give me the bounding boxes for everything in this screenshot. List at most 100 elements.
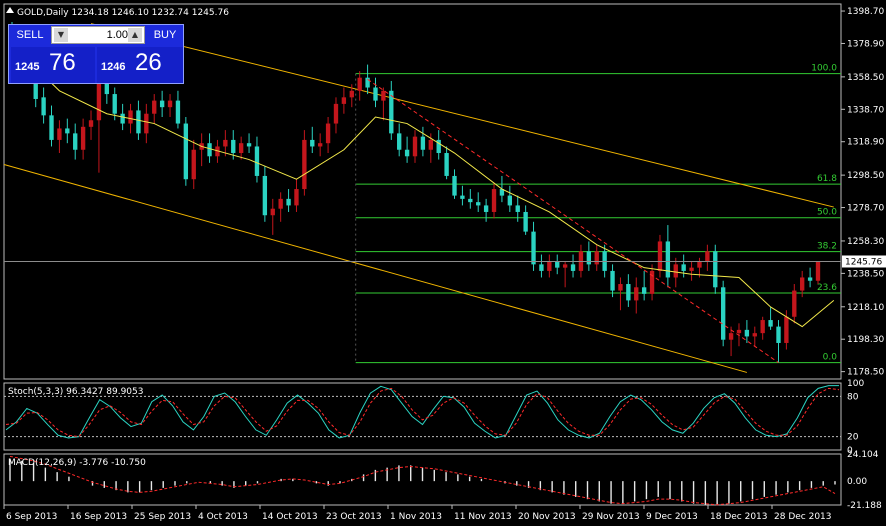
buy-button[interactable]: BUY	[153, 29, 177, 41]
chart-menu-icon	[6, 7, 14, 13]
price-tick-label: 1278.70	[847, 204, 884, 214]
time-tick-label: 25 Sep 2013	[134, 512, 191, 522]
stoch-tick-label: 100	[847, 379, 864, 389]
candle-body	[373, 87, 378, 101]
candle-body	[302, 139, 307, 190]
candle-body	[120, 113, 125, 124]
candle-body	[231, 139, 236, 154]
current-price-label: 1245.76	[845, 257, 882, 267]
candle-body	[167, 100, 173, 108]
price-channel	[3, 23, 834, 373]
candle-body	[539, 264, 544, 271]
price-tick-label: 1298.50	[847, 171, 884, 181]
price-tick-label: 1398.70	[847, 7, 884, 17]
candle-body	[128, 110, 133, 124]
sell-quote[interactable]: 1245 76	[11, 47, 95, 83]
candle-body	[681, 264, 686, 271]
candle-body	[88, 120, 94, 127]
candle-body	[104, 82, 109, 95]
candle-body	[397, 133, 402, 150]
fib-level-label: 61.8	[817, 174, 837, 184]
candle-body	[689, 267, 694, 271]
buy-quote[interactable]: 1246 26	[97, 47, 183, 83]
candle-body	[349, 90, 354, 98]
candle-body	[721, 287, 726, 340]
price-tick-label: 1258.30	[847, 237, 884, 247]
lot-size-control: ▼ ▲	[51, 26, 145, 44]
candle-body	[760, 320, 765, 334]
candle-body	[776, 326, 781, 343]
candle-body	[728, 333, 734, 340]
candle-body	[555, 261, 560, 268]
candle-body	[570, 264, 576, 271]
macd-tick-label: -21.188	[847, 501, 882, 511]
one-click-trading-panel: SELL ▼ ▲ BUY 1245 76 1246 26	[8, 24, 184, 84]
candle-body	[420, 136, 426, 150]
candle-body	[278, 198, 283, 209]
time-tick-label: 20 Nov 2013	[518, 512, 576, 522]
macd-panel: 24.104 0.00 -21.188	[9, 450, 882, 511]
macd-label: MACD(12,26,9) -3.776 -10.750	[8, 458, 146, 468]
stoch-tick-label: 80	[847, 392, 859, 402]
candle-body	[183, 123, 189, 180]
candle-body	[673, 264, 678, 278]
buy-quote-prefix: 1246	[101, 61, 126, 73]
time-tick-label: 4 Oct 2013	[198, 512, 248, 522]
panel-border-2	[3, 453, 842, 506]
lot-size-input[interactable]	[70, 27, 130, 43]
candle-body	[57, 128, 62, 140]
candle-body	[286, 198, 291, 206]
candle-body	[152, 100, 157, 114]
time-tick-label: 9 Dec 2013	[646, 512, 698, 522]
candle-body	[246, 143, 252, 147]
candle-body	[657, 241, 663, 271]
channel-lower-line	[3, 163, 748, 373]
buy-quote-pips: 26	[135, 49, 162, 76]
time-tick-label: 14 Oct 2013	[262, 512, 318, 522]
candle-body	[191, 149, 196, 180]
candle-body	[80, 126, 86, 150]
candle-body	[333, 103, 339, 124]
time-tick-label: 23 Oct 2013	[326, 512, 382, 522]
candle-body	[736, 329, 742, 334]
panel-border-0	[3, 3, 842, 380]
candle-body	[468, 198, 473, 203]
trendline	[367, 78, 779, 364]
candle-body	[215, 146, 220, 157]
candle-body	[610, 270, 615, 291]
decrease-lot-icon[interactable]: ▼	[54, 28, 68, 42]
candle-body	[531, 231, 536, 265]
candle-body	[547, 261, 552, 271]
sell-button[interactable]: SELL	[16, 29, 44, 41]
stoch-tick-label: 20	[847, 433, 859, 443]
candle-body	[238, 143, 244, 154]
price-tick-label: 1238.50	[847, 269, 884, 279]
time-tick-label: 16 Sep 2013	[70, 512, 127, 522]
time-tick-label: 28 Dec 2013	[774, 512, 832, 522]
candle-body	[594, 251, 599, 265]
current-price-box	[842, 255, 886, 268]
candle-body	[175, 100, 181, 124]
time-tick-label: 29 Nov 2013	[582, 512, 640, 522]
candle-body	[112, 94, 117, 114]
candle-body	[562, 264, 568, 268]
stochastic-label: Stoch(5,3,3) 96.3427 89.9053	[8, 387, 143, 397]
candle-body	[515, 205, 520, 212]
channel-upper-line	[90, 23, 834, 208]
candle-body	[436, 139, 441, 154]
candle-body	[444, 153, 449, 176]
price-tick-label: 1318.90	[847, 138, 884, 148]
candlesticks	[9, 22, 821, 363]
candle-body	[389, 90, 394, 134]
increase-lot-icon[interactable]: ▲	[128, 28, 142, 42]
candle-body	[159, 100, 165, 108]
stochastic-panel: 100 80 20 0	[4, 379, 864, 456]
candle-body	[483, 205, 489, 212]
time-axis: 6 Sep 2013 16 Sep 2013 25 Sep 2013 4 Oct 20…	[3, 505, 832, 522]
time-tick-label: 18 Dec 2013	[710, 512, 768, 522]
candle-body	[649, 270, 655, 294]
fib-level-label: 50.0	[817, 208, 837, 218]
candle-body	[641, 287, 647, 294]
time-tick-label: 11 Nov 2013	[454, 512, 512, 522]
